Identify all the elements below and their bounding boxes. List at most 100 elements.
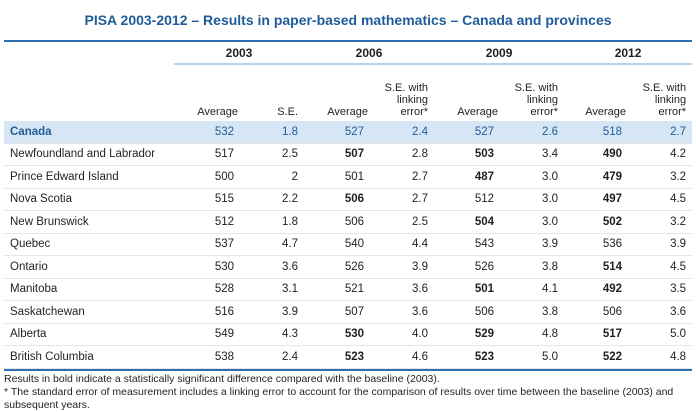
average-cell: 536	[564, 233, 631, 256]
table-row: British Columbia 538 2.4 523 4.6 523 5.0 522 4.8	[4, 345, 693, 369]
average-cell: 501	[304, 165, 373, 189]
bottom-rule	[4, 368, 692, 371]
average-cell: 521	[304, 278, 373, 301]
se-cell: 2.4	[372, 121, 435, 144]
se-cell: 4.8	[630, 345, 693, 369]
se-cell: 1.8	[242, 121, 305, 144]
se-cell: 4.5	[630, 255, 693, 279]
province-name: Prince Edward Island	[4, 165, 174, 189]
province-name: Nova Scotia	[4, 188, 174, 211]
se-cell: 4.1	[502, 278, 565, 301]
province-name: Quebec	[4, 233, 174, 256]
province-name: Newfoundland and Labrador	[4, 143, 174, 166]
average-cell: 512	[174, 210, 242, 234]
se-cell: 4.0	[372, 323, 435, 346]
average-header: Average	[585, 106, 627, 118]
average-cell: 506	[304, 210, 373, 234]
table-row-canada: Canada 532 1.8 527 2.4 527 2.6 518 2.7	[4, 121, 693, 144]
average-cell: 530	[174, 255, 242, 279]
table-row: Alberta 549 4.3 530 4.0 529 4.8 517 5.0	[4, 323, 693, 346]
average-cell: 526	[434, 255, 503, 279]
average-cell: 528	[174, 278, 242, 301]
se-cell: 2	[242, 165, 305, 189]
table-notes: Results in bold indicate a statistically…	[4, 373, 692, 412]
average-header: Average	[197, 106, 238, 118]
average-cell: 522	[564, 345, 631, 369]
se-cell: 2.5	[372, 210, 435, 234]
average-cell: 506	[304, 188, 373, 211]
average-header: Average	[327, 106, 369, 118]
average-cell: 504	[434, 210, 503, 234]
average-cell: 529	[434, 323, 503, 346]
average-cell: 500	[174, 165, 242, 189]
year-header: 2006	[304, 42, 435, 65]
average-cell: 538	[174, 345, 242, 369]
linking-error-note: * The standard error of measurement incl…	[4, 385, 674, 411]
table-row: Prince Edward Island 500 2 501 2.7 487 3.0 479 3…	[4, 165, 693, 189]
average-cell: 512	[434, 188, 503, 211]
average-cell: 537	[174, 233, 242, 256]
se-cell: 4.2	[630, 143, 693, 166]
se-linking-header: S.E. with linking error*	[384, 82, 429, 118]
table-body: Canada 532 1.8 527 2.4 527 2.6 518 2.7 Newfoundla…	[4, 121, 693, 369]
se-cell: 3.6	[242, 255, 305, 279]
column-header-row: Average S.E. Average S.E. with linking err…	[4, 64, 692, 121]
se-cell: 2.2	[242, 188, 305, 211]
average-cell: 503	[434, 143, 503, 166]
average-cell: 497	[564, 188, 631, 211]
average-cell: 515	[174, 188, 242, 211]
se-cell: 1.8	[242, 210, 305, 234]
se-cell: 3.2	[630, 210, 693, 234]
se-cell: 2.4	[242, 345, 305, 369]
average-cell: 487	[434, 165, 503, 189]
average-cell: 549	[174, 323, 242, 346]
average-cell: 518	[564, 121, 631, 144]
average-cell: 502	[564, 210, 631, 234]
year-header: 2009	[434, 42, 565, 65]
average-cell: 532	[174, 121, 242, 144]
province-name: Alberta	[4, 323, 174, 346]
province-name: Manitoba	[4, 278, 174, 301]
average-cell: 492	[564, 278, 631, 301]
table-row: Manitoba 528 3.1 521 3.6 501 4.1 492 3.5	[4, 278, 693, 301]
se-cell: 3.9	[502, 233, 565, 256]
average-header: Average	[457, 106, 499, 118]
average-cell: 540	[304, 233, 373, 256]
average-cell: 526	[304, 255, 373, 279]
se-cell: 4.8	[502, 323, 565, 346]
average-cell: 506	[434, 300, 503, 324]
average-cell: 530	[304, 323, 373, 346]
province-name: New Brunswick	[4, 210, 174, 234]
se-cell: 3.5	[630, 278, 693, 301]
province-name: British Columbia	[4, 345, 174, 369]
average-cell: 501	[434, 278, 503, 301]
se-cell: 3.6	[372, 300, 435, 324]
se-cell: 3.8	[502, 255, 565, 279]
province-name: Ontario	[4, 255, 174, 279]
average-cell: 514	[564, 255, 631, 279]
se-cell: 4.5	[630, 188, 693, 211]
table-row: Saskatchewan 516 3.9 507 3.6 506 3.8 506 3.6	[4, 300, 693, 324]
se-cell: 5.0	[502, 345, 565, 369]
top-rule	[4, 40, 692, 42]
average-cell: 527	[304, 121, 373, 144]
se-cell: 2.8	[372, 143, 435, 166]
average-cell: 523	[434, 345, 503, 369]
bold-note: Results in bold indicate a statistically…	[4, 372, 440, 385]
average-cell: 506	[564, 300, 631, 324]
se-cell: 3.0	[502, 165, 565, 189]
se-cell: 2.7	[372, 188, 435, 211]
se-linking-header: S.E. with linking error*	[642, 82, 687, 118]
se-cell: 3.0	[502, 188, 565, 211]
se-cell: 3.4	[502, 143, 565, 166]
se-cell: 4.7	[242, 233, 305, 256]
se-cell: 3.9	[242, 300, 305, 324]
average-cell: 523	[304, 345, 373, 369]
table-row: Nova Scotia 515 2.2 506 2.7 512 3.0 497 4.5	[4, 188, 693, 211]
se-cell: 2.5	[242, 143, 305, 166]
se-cell: 4.6	[372, 345, 435, 369]
se-linking-header: S.E. with linking error*	[514, 82, 559, 118]
se-cell: 2.6	[502, 121, 565, 144]
average-cell: 479	[564, 165, 631, 189]
table-row: New Brunswick 512 1.8 506 2.5 504 3.0 502 3.2	[4, 210, 693, 234]
